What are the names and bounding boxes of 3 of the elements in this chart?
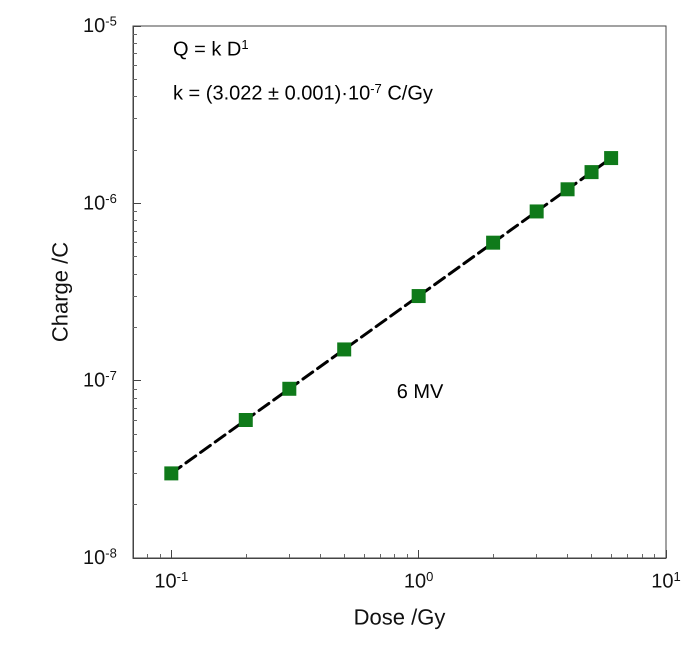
annotation: 6 MV (396, 381, 444, 403)
x-axis-title: Dose /Gy (354, 604, 446, 630)
y-axis-title: Charge /C (48, 242, 72, 342)
